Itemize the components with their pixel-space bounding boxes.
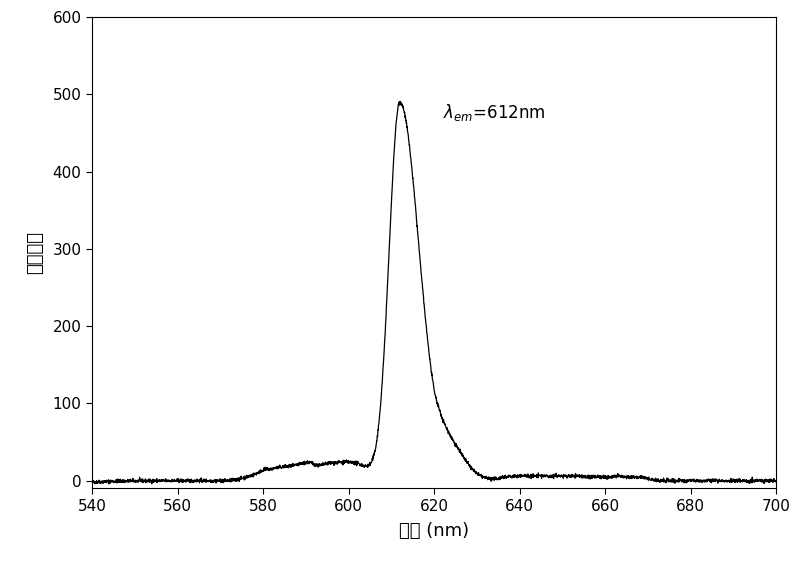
- Y-axis label: 荧光强度: 荧光强度: [26, 231, 44, 274]
- X-axis label: 波长 (nm): 波长 (nm): [399, 522, 469, 540]
- Text: $\lambda_{em}$=612nm: $\lambda_{em}$=612nm: [442, 102, 545, 123]
